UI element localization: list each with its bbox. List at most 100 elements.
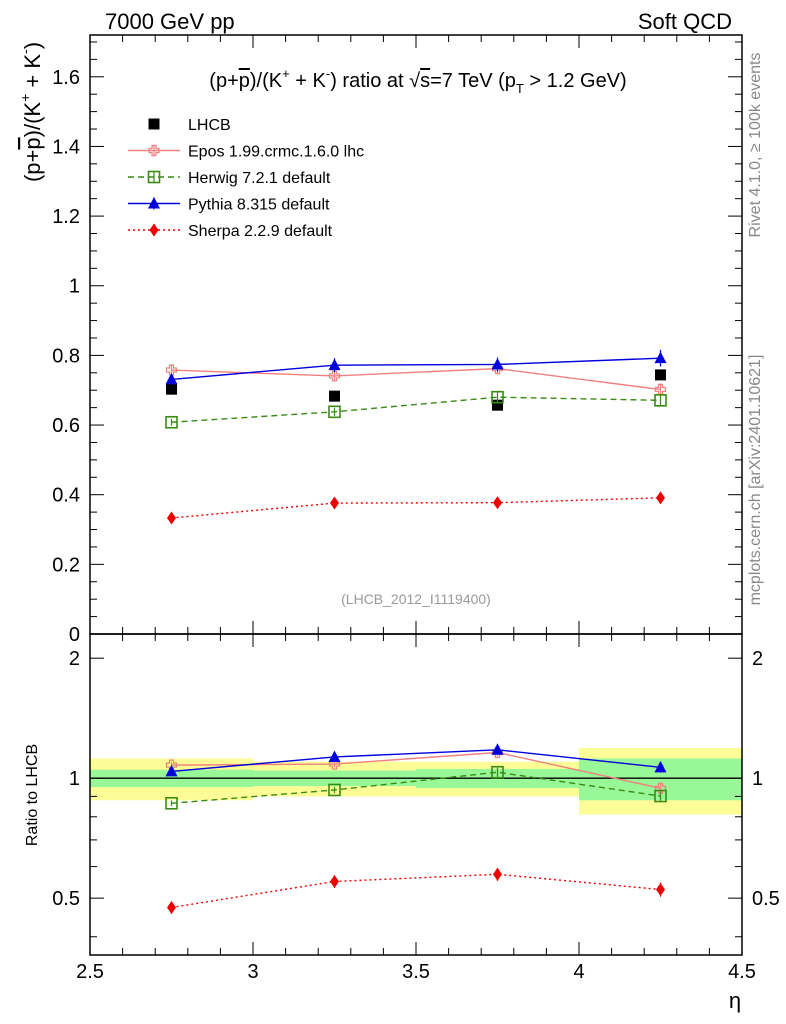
ylabel-tail: ): [20, 42, 45, 49]
title-sub-t: T: [516, 81, 524, 96]
title-lead: (p+: [209, 70, 238, 92]
data-point-epos: [328, 370, 341, 382]
data-point-pythia: [328, 358, 341, 371]
data-point-lhcb: [166, 383, 177, 395]
data-point-sherpa: [167, 511, 176, 525]
header-category: Soft QCD: [638, 9, 732, 34]
mcplots-label: mcplots.cern.ch [arXiv:2401.10621]: [747, 355, 764, 606]
ratio-line-sherpa: [171, 873, 661, 909]
data-point-epos-shape: [328, 370, 341, 382]
ratio-point-sherpa: [656, 883, 665, 897]
data-point-lhcb: [655, 369, 666, 381]
data-point-herwig: [328, 405, 341, 419]
x-tick-label: 3.5: [402, 961, 430, 983]
legend-label-pythia: Pythia 8.315 default: [188, 197, 330, 214]
y-tick-label: 1: [69, 276, 80, 298]
data-point-herwig: [491, 390, 504, 404]
data-point-epos: [165, 364, 178, 376]
legend-entry-lhcb: LHCB: [148, 117, 231, 134]
legend-marker-pythia: [148, 197, 160, 209]
ratio-point-pythia: [165, 764, 178, 777]
y-tick-label: 0.4: [52, 485, 80, 507]
data-point-pythia: [165, 372, 178, 385]
analysis-watermark: (LHCB_2012_I1119400): [341, 591, 491, 607]
ylabel-mid1: )/(K: [20, 102, 45, 138]
y-tick-label: 1.2: [52, 206, 80, 228]
title-mid1: )/(K: [250, 70, 283, 92]
ratio-y-tick-label-right: 0.5: [752, 888, 780, 910]
ratio-panel: [89, 633, 743, 956]
y-axis-label: (p+p)/(K+ + K-): [17, 42, 45, 182]
x-axis-label: η: [729, 988, 741, 1013]
title-pbar: p: [239, 70, 250, 92]
data-point-lhcb: [492, 399, 503, 411]
ylabel-sup-minus: -: [17, 49, 33, 54]
series-line-epos: [171, 367, 661, 391]
ratio-point-epos: [654, 782, 667, 794]
y-tick-label: 0.8: [52, 345, 80, 367]
data-point-sherpa: [493, 496, 502, 510]
ratio-point-pythia: [491, 743, 504, 755]
legend-label-epos: Epos 1.99.crmc.1.6.0 lhc: [188, 144, 364, 161]
ratio-line-herwig: [171, 771, 661, 804]
ratio-point-herwig: [491, 765, 504, 779]
data-point-pythia: [491, 357, 504, 370]
x-tick-label: 3: [247, 961, 258, 983]
title-sup-minus: -: [326, 66, 330, 81]
title-tail: > 1.2 GeV): [524, 70, 627, 92]
series-line-pythia: [171, 357, 661, 381]
ratio-point-epos-shape: [328, 758, 341, 770]
ratio-series-sherpa: [167, 867, 665, 914]
ylabel-sup-plus: +: [17, 94, 33, 102]
ratio-point-sherpa: [167, 900, 176, 914]
ratio-series-pythia: [165, 743, 667, 777]
legend-marker-epos: [148, 144, 160, 157]
ratio-point-herwig: [165, 796, 178, 810]
header-energy: 7000 GeV pp: [105, 9, 235, 34]
ratio-y-tick-label: 0.5: [52, 888, 80, 910]
legend-entry-sherpa: Sherpa 2.2.9 default: [128, 223, 333, 240]
x-tick-label: 4.5: [728, 961, 756, 983]
data-point-herwig: [654, 394, 667, 407]
legend-label-sherpa: Sherpa 2.2.9 default: [188, 223, 333, 240]
x-tick-label: 4: [573, 961, 584, 983]
ratio-line-pythia: [171, 749, 661, 773]
title-mid2: + K: [290, 70, 327, 92]
ratio-point-sherpa: [330, 874, 339, 888]
data-point-sherpa: [656, 491, 665, 505]
ratio-point-pythia: [654, 760, 667, 773]
rivet-label: Rivet 4.1.0, ≥ 100k events: [747, 53, 764, 238]
y-tick-label: 1.6: [52, 67, 80, 89]
data-point-sherpa: [330, 496, 339, 510]
series-lhcb: [166, 369, 666, 411]
ratio-y-tick-label: 2: [69, 648, 80, 670]
ylabel-mid2: + K: [20, 54, 45, 94]
legend-entry-epos: Epos 1.99.crmc.1.6.0 lhc: [128, 144, 364, 161]
series-epos: [165, 363, 667, 396]
y-tick-label: 1.4: [52, 136, 80, 158]
legend-marker-sherpa: [149, 223, 159, 237]
title-mid4: =7 TeV (p: [430, 70, 516, 92]
ratio-point-herwig: [328, 783, 341, 797]
legend-label-lhcb: LHCB: [188, 117, 231, 134]
ratio-y-tick-label: 1: [69, 768, 80, 790]
data-point-lhcb: [329, 390, 340, 402]
title-s: s: [420, 70, 430, 92]
legend-marker-epos-shape: [148, 144, 160, 157]
ratio-point-epos-shape: [654, 782, 667, 794]
legend-marker-herwig: [147, 170, 161, 184]
ratio-point-herwig: [654, 789, 667, 803]
y-tick-label: 0: [69, 624, 80, 646]
series-pythia: [165, 349, 667, 385]
ratio-point-sherpa: [493, 867, 502, 881]
y-tick-label: 0.2: [52, 554, 80, 576]
ratio-series-herwig: [165, 765, 667, 810]
y-tick-label: 0.6: [52, 415, 80, 437]
series-line-sherpa: [171, 497, 661, 519]
title-mid3: ) ratio at: [330, 70, 409, 92]
data-point-herwig: [165, 415, 178, 429]
series-herwig: [165, 390, 667, 429]
ylabel-pbar: p: [20, 137, 45, 149]
legend-label-herwig: Herwig 7.2.1 default: [188, 170, 331, 187]
